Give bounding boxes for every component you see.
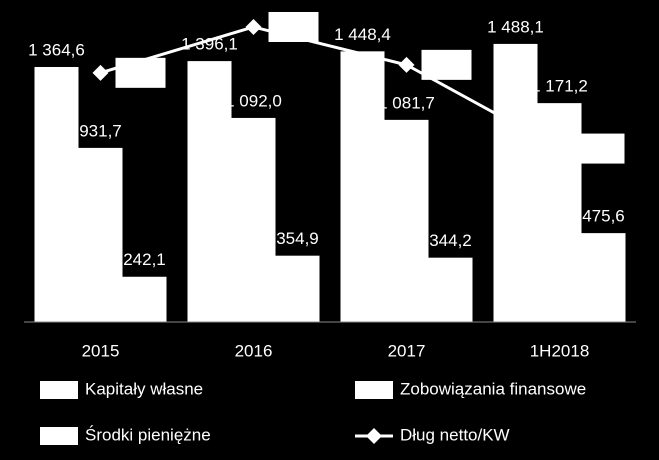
label-box <box>268 11 319 42</box>
data-label: 1 396,1 <box>181 35 238 54</box>
data-label: 931,7 <box>79 121 122 140</box>
data-label: 475,6 <box>582 207 625 226</box>
bar <box>340 51 385 322</box>
bar <box>428 257 473 322</box>
x-tick-label: 1H2018 <box>530 341 590 360</box>
label-box <box>115 57 166 88</box>
bar <box>231 117 276 323</box>
data-label: 1 171,2 <box>531 77 588 96</box>
legend-swatch <box>40 381 78 399</box>
bar <box>275 255 320 322</box>
line <box>100 25 561 150</box>
bar <box>187 61 232 322</box>
data-label: 354,9 <box>276 229 319 248</box>
label-box <box>574 133 625 164</box>
data-label: 1 364,6 <box>28 40 85 59</box>
data-label: 242,1 <box>123 250 166 269</box>
marker <box>245 18 262 35</box>
legend-swatch <box>355 381 393 399</box>
legend-label: Zobowiązania finansowe <box>400 379 586 398</box>
bar <box>493 43 538 322</box>
data-label: 1 448,4 <box>334 25 391 44</box>
bar <box>122 276 167 322</box>
data-label: 1 092,0 <box>225 91 282 110</box>
bar <box>34 66 79 322</box>
data-label: 1 488,1 <box>487 17 544 36</box>
marker <box>92 64 109 81</box>
marker <box>398 56 415 73</box>
marker <box>551 140 568 157</box>
legend-label: Kapitały własne <box>85 379 203 398</box>
legend-marker <box>366 428 382 444</box>
x-tick-label: 2015 <box>82 341 120 360</box>
x-tick-label: 2016 <box>235 341 273 360</box>
legend-label: Środki pieniężne <box>85 425 211 444</box>
x-tick-label: 2017 <box>388 341 426 360</box>
bar <box>78 147 123 322</box>
legend-swatch <box>40 427 78 445</box>
bar <box>581 233 626 322</box>
legend-label: Dług netto/KW <box>400 425 510 444</box>
data-label: 344,2 <box>429 231 472 250</box>
bar <box>384 119 429 322</box>
label-box <box>421 49 472 80</box>
data-label: 1 081,7 <box>378 93 435 112</box>
